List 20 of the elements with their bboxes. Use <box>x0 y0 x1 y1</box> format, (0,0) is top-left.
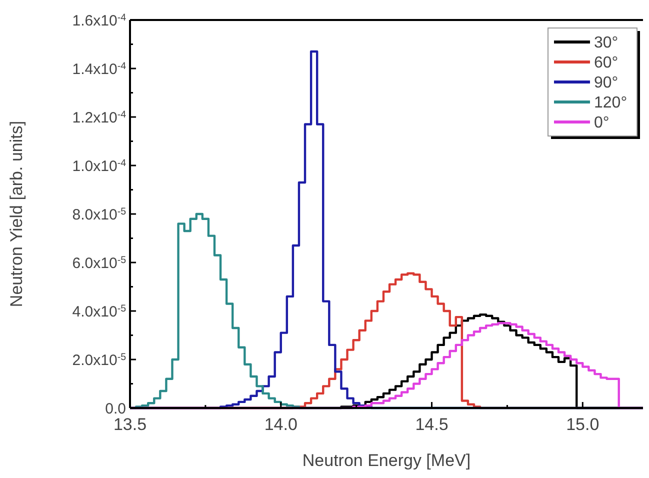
x-tick-label: 14.0 <box>264 415 298 434</box>
x-tick-label: 14.5 <box>415 415 448 434</box>
x-axis-title: Neutron Energy [MeV] <box>302 451 471 470</box>
y-tick-label: 2.0x10$^{-5}$ <box>72 351 127 369</box>
y-tick-label: 1.4x10$^{-4}$ <box>72 60 127 78</box>
y-tick-label: 1.2x10$^{-4}$ <box>72 108 127 126</box>
y-tick-label: 0.0 <box>105 400 126 418</box>
y-tick-label: 6.0x10$^{-5}$ <box>72 254 127 272</box>
x-tick-label: 15.0 <box>566 415 600 434</box>
y-tick-label: 8.0x10$^{-5}$ <box>72 206 127 224</box>
y-tick-label: 1.6x10$^{-4}$ <box>72 12 127 30</box>
legend-label: 90° <box>594 74 618 92</box>
y-tick-label: 4.0x10$^{-5}$ <box>72 302 127 320</box>
y-axis-title: Neutron Yield [arb. units] <box>7 120 26 308</box>
legend-label: 60° <box>594 54 618 72</box>
y-tick-label: 1.0x10$^{-4}$ <box>72 157 127 175</box>
legend-label: 0° <box>594 114 610 132</box>
x-tick-label: 13.5 <box>113 415 147 434</box>
legend-label: 30° <box>594 34 618 52</box>
legend-label: 120° <box>594 94 628 112</box>
